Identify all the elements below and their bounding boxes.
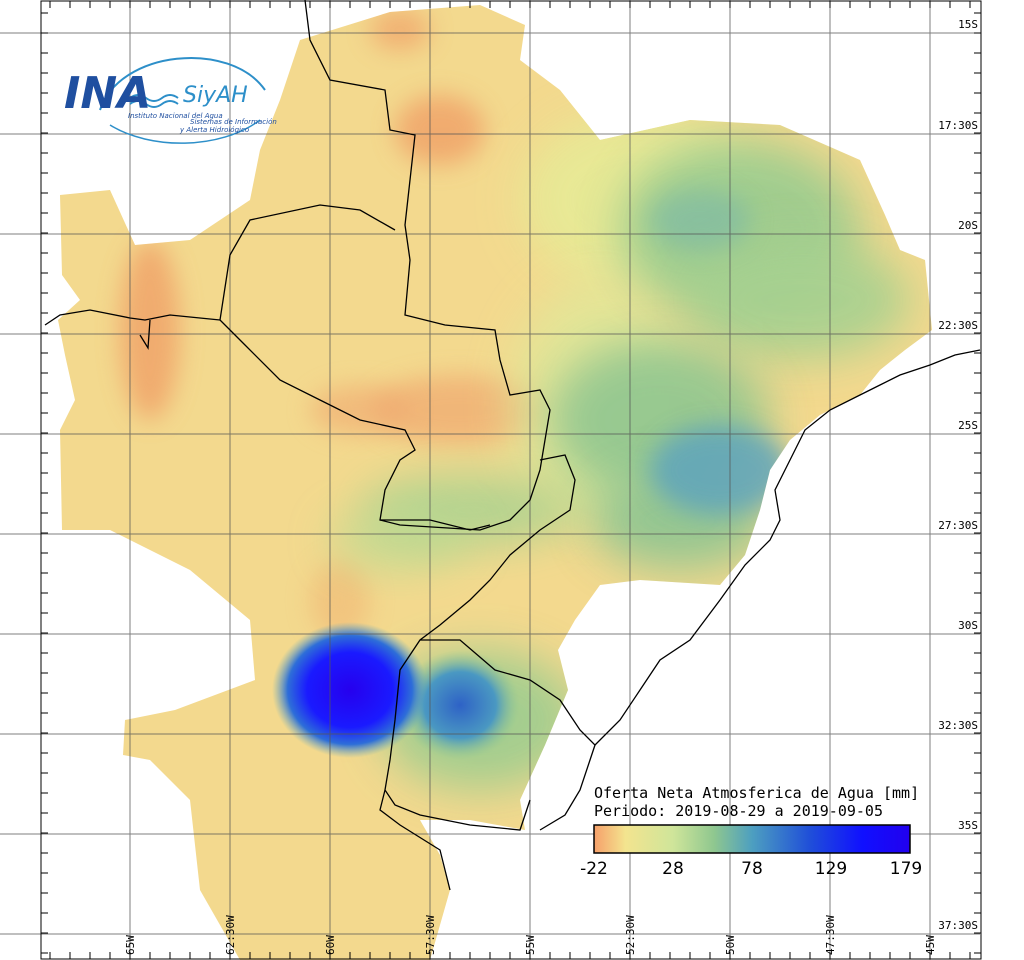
colorbar-tick: 129 (815, 859, 847, 879)
lon-label: 47:30W (824, 915, 837, 955)
lat-label: 30S (958, 619, 978, 632)
logo-siyah-text: SiyAH (183, 83, 248, 108)
ina-siyah-logo: INA SiyAH Instituto Nacional del Agua Si… (64, 56, 277, 144)
lon-label: 60W (324, 935, 337, 955)
map-frame (40, 0, 982, 960)
colorbar-legend: Oferta Neta Atmosferica de Agua [mm] Per… (580, 784, 922, 879)
colorbar (593, 824, 911, 854)
lon-label: 45W (924, 935, 937, 955)
frame-ticks (41, 1, 981, 959)
lat-label: 20S (958, 219, 978, 232)
lat-label: 37:30S (938, 919, 978, 932)
lon-label: 50W (724, 935, 737, 955)
lat-label: 15S (958, 18, 978, 31)
lon-label: 65W (124, 935, 137, 955)
graticule (0, 0, 980, 960)
lat-label: 32:30S (938, 719, 978, 732)
logo-ina-subtitle: Instituto Nacional del Agua (128, 112, 223, 120)
legend-period: Periodo: 2019-08-29 a 2019-09-05 (594, 802, 883, 820)
lat-label: 27:30S (938, 519, 978, 532)
lon-label: 52:30W (624, 915, 637, 955)
logo-siyah-subtitle-1: Sistemas de Información (190, 118, 277, 126)
lon-label: 55W (524, 935, 537, 955)
latitude-labels: 15S 17:30S 20S 22:30S 25S 27:30S 30S 32:… (938, 18, 978, 932)
colorbar-tick: 28 (662, 859, 684, 879)
colorbar-tick: 179 (890, 859, 922, 879)
colorbar-tick: -22 (580, 859, 608, 879)
lat-label: 35S (958, 819, 978, 832)
lat-label: 22:30S (938, 319, 978, 332)
colorbar-tick: 78 (741, 859, 763, 879)
lat-label: 17:30S (938, 119, 978, 132)
boundaries (44, 0, 981, 891)
logo-ina-text: INA (64, 68, 151, 119)
longitude-labels: 65W 62:30W 60W 57:30W 55W 52:30W 50W 47:… (124, 915, 937, 955)
legend-title: Oferta Neta Atmosferica de Agua [mm] (594, 784, 919, 802)
lon-label: 62:30W (224, 915, 237, 955)
lat-label: 25S (958, 419, 978, 432)
lon-label: 57:30W (424, 915, 437, 955)
logo-siyah-subtitle-2: y Alerta Hidrológico (179, 126, 249, 134)
